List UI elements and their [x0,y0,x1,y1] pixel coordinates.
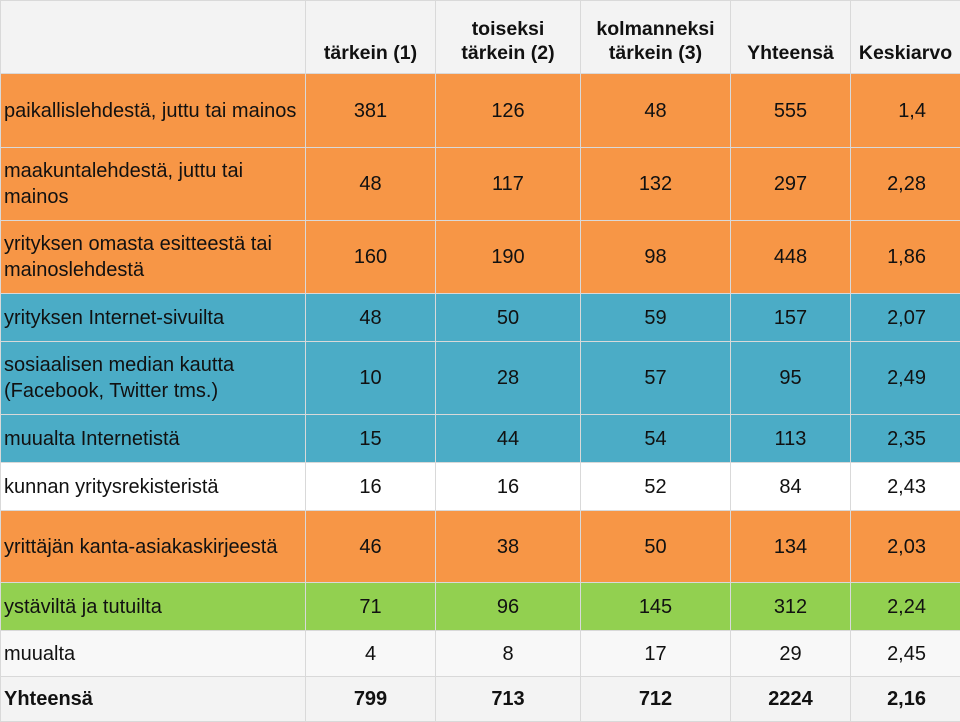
row-label: maakuntalehdestä, juttu tai mainos [1,148,306,221]
row-label: yrityksen Internet-sivuilta [1,294,306,342]
cell-value: 44 [436,415,581,463]
cell-value: 50 [581,511,731,583]
table-row: paikallislehdestä, juttu tai mainos 381 … [1,74,960,148]
cell-value: 312 [731,583,851,631]
cell-value: 2,24 [851,583,960,631]
cell-value: 117 [436,148,581,221]
row-label: yrittäjän kanta-asiakaskirjeestä [1,511,306,583]
cell-value: 712 [581,677,731,722]
row-label: muualta Internetistä [1,415,306,463]
header-corner [1,1,306,74]
cell-value: 799 [306,677,436,722]
cell-value: 46 [306,511,436,583]
table-row: kunnan yritysrekisteristä 16 16 52 84 2,… [1,463,960,511]
header-col-5: Keskiarvo [851,1,960,74]
cell-value: 57 [581,342,731,415]
cell-value: 132 [581,148,731,221]
cell-value: 59 [581,294,731,342]
cell-value: 71 [306,583,436,631]
total-row: Yhteensä 799 713 712 2224 2,16 [1,677,960,722]
cell-value: 1,4 [851,74,960,148]
header-col-2-line-2: tärkein (2) [461,42,554,64]
cell-value: 555 [731,74,851,148]
header-col-1: tärkein (1) [306,1,436,74]
cell-value: 297 [731,148,851,221]
cell-value: 48 [581,74,731,148]
cell-value: 17 [581,631,731,677]
cell-value: 134 [731,511,851,583]
header-col-3-line-2: tärkein (3) [609,42,702,64]
cell-value: 1,86 [851,221,960,294]
cell-value: 8 [436,631,581,677]
row-label: ystäviltä ja tutuilta [1,583,306,631]
table-row: muualta 4 8 17 29 2,45 [1,631,960,677]
cell-value: 16 [306,463,436,511]
row-label: paikallislehdestä, juttu tai mainos [1,74,306,148]
table-row: muualta Internetistä 15 44 54 113 2,35 [1,415,960,463]
header-col-4-text: Yhteensä [747,42,834,64]
header-col-3-line-1: kolmanneksi [596,18,714,40]
cell-value: 98 [581,221,731,294]
cell-value: 2,28 [851,148,960,221]
cell-value: 84 [731,463,851,511]
cell-value: 29 [731,631,851,677]
cell-value: 48 [306,294,436,342]
cell-value: 126 [436,74,581,148]
header-col-5-text: Keskiarvo [859,42,952,64]
row-label: sosiaalisen median kautta (Facebook, Twi… [1,342,306,415]
cell-value: 381 [306,74,436,148]
cell-value: 2,45 [851,631,960,677]
table-row: ystäviltä ja tutuilta 71 96 145 312 2,24 [1,583,960,631]
header-col-4: Yhteensä [731,1,851,74]
table-row: sosiaalisen median kautta (Facebook, Twi… [1,342,960,415]
cell-value: 157 [731,294,851,342]
cell-value: 28 [436,342,581,415]
cell-value: 2,49 [851,342,960,415]
cell-value: 48 [306,148,436,221]
cell-value: 160 [306,221,436,294]
header-col-1-text: tärkein (1) [324,42,417,64]
cell-value: 50 [436,294,581,342]
cell-value: 96 [436,583,581,631]
row-label: kunnan yritysrekisteristä [1,463,306,511]
cell-value: 95 [731,342,851,415]
cell-value: 10 [306,342,436,415]
cell-value: 2,35 [851,415,960,463]
cell-value: 713 [436,677,581,722]
row-label: muualta [1,631,306,677]
cell-value: 190 [436,221,581,294]
cell-value: 16 [436,463,581,511]
cell-value: 2,43 [851,463,960,511]
cell-value: 52 [581,463,731,511]
cell-value: 2,07 [851,294,960,342]
cell-value: 38 [436,511,581,583]
table-row: yrityksen Internet-sivuilta 48 50 59 157… [1,294,960,342]
cell-value: 54 [581,415,731,463]
cell-value: 448 [731,221,851,294]
header-col-2-line-1: toiseksi [472,18,545,40]
table-row: yrittäjän kanta-asiakaskirjeestä 46 38 5… [1,511,960,583]
table-row: yrityksen omasta esitteestä tai mainosle… [1,221,960,294]
cell-value: 113 [731,415,851,463]
table-row: maakuntalehdestä, juttu tai mainos 48 11… [1,148,960,221]
cell-value: 145 [581,583,731,631]
row-label: yrityksen omasta esitteestä tai mainosle… [1,221,306,294]
cell-value: 2,03 [851,511,960,583]
cell-value: 2,16 [851,677,960,722]
cell-value: 2224 [731,677,851,722]
cell-value: 4 [306,631,436,677]
row-label: Yhteensä [1,677,306,722]
cell-value: 15 [306,415,436,463]
